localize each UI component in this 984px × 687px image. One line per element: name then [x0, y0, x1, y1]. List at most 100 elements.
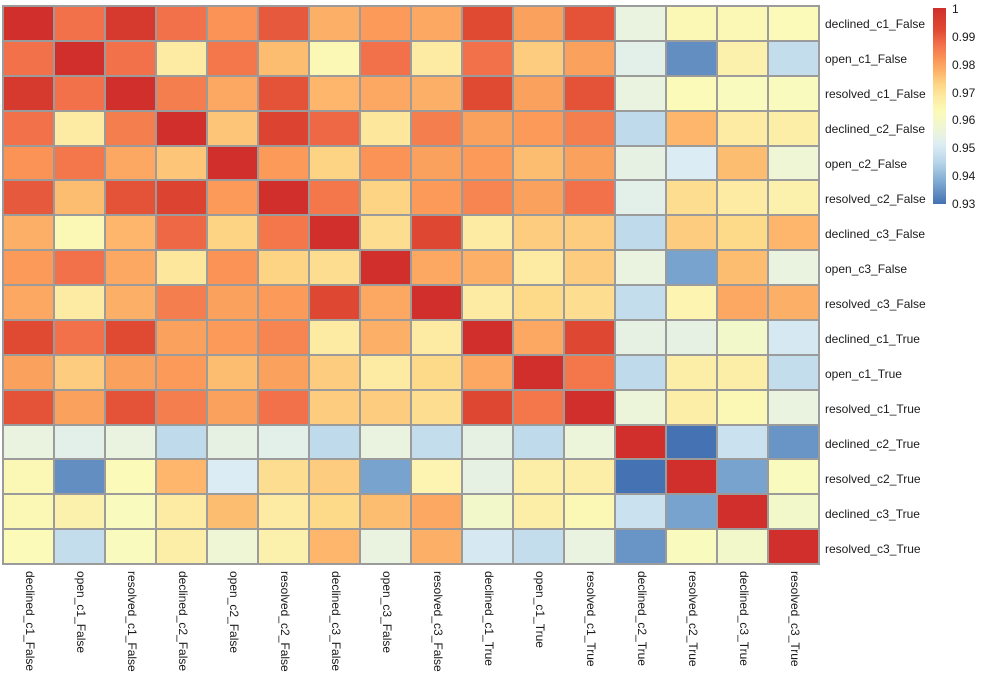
- heatmap-cell: [55, 460, 104, 494]
- heatmap-cell: [157, 460, 206, 494]
- heatmap-cell: [667, 355, 716, 389]
- heatmap-cell: [463, 530, 512, 563]
- heatmap-cell: [310, 495, 359, 529]
- heatmap-cell: [616, 251, 665, 284]
- heatmap-cell: [208, 286, 257, 319]
- heatmap-cell: [157, 390, 206, 424]
- heatmap-cell: [208, 251, 257, 284]
- heatmap-cell: [463, 320, 512, 354]
- heatmap-cell: [361, 216, 410, 250]
- heatmap-cell: [667, 495, 716, 529]
- heatmap-cell: [565, 146, 614, 180]
- heatmap-cell: [157, 181, 206, 215]
- heatmap-cell: [463, 7, 512, 40]
- heatmap-cell: [157, 76, 206, 110]
- heatmap-cell: [769, 425, 818, 459]
- heatmap-cell: [4, 495, 53, 529]
- heatmap-cell: [55, 76, 104, 110]
- heatmap-cell: [157, 320, 206, 354]
- heatmap-cell: [259, 425, 308, 459]
- heatmap-cell: [718, 460, 767, 494]
- heatmap-cell: [463, 355, 512, 389]
- heatmap-cell: [769, 390, 818, 424]
- heatmap-cell: [565, 355, 614, 389]
- heatmap-cell: [106, 355, 155, 389]
- heatmap-cell: [769, 251, 818, 284]
- heatmap-cell: [667, 251, 716, 284]
- row-label: resolved_c2_True: [825, 471, 921, 486]
- heatmap-cell: [514, 181, 563, 215]
- heatmap-cell: [310, 41, 359, 75]
- heatmap-cell: [361, 111, 410, 145]
- heatmap-cell: [4, 76, 53, 110]
- heatmap-cell: [106, 216, 155, 250]
- heatmap-cell: [616, 425, 665, 459]
- heatmap-cell: [55, 251, 104, 284]
- heatmap-cell: [616, 460, 665, 494]
- heatmap-cell: [412, 111, 461, 145]
- heatmap-cell: [412, 320, 461, 354]
- heatmap-cell: [514, 320, 563, 354]
- colorbar-tick-label: 0.99: [952, 29, 976, 44]
- heatmap-cell: [157, 530, 206, 563]
- heatmap-cell: [514, 216, 563, 250]
- heatmap-cell: [208, 355, 257, 389]
- column-label: declined_c2_True: [634, 571, 649, 666]
- row-label: resolved_c2_False: [825, 192, 926, 207]
- heatmap-cell: [208, 146, 257, 180]
- heatmap-cell: [769, 530, 818, 563]
- heatmap-cell: [412, 390, 461, 424]
- heatmap-cell: [361, 390, 410, 424]
- heatmap-cell: [667, 216, 716, 250]
- heatmap-cell: [361, 181, 410, 215]
- heatmap-cell: [412, 181, 461, 215]
- heatmap-cell: [4, 390, 53, 424]
- heatmap-cell: [463, 181, 512, 215]
- heatmap-cell: [616, 181, 665, 215]
- heatmap-cell: [616, 41, 665, 75]
- heatmap-cell: [310, 216, 359, 250]
- heatmap-cell: [565, 41, 614, 75]
- heatmap-cell: [55, 216, 104, 250]
- heatmap-cell: [514, 41, 563, 75]
- heatmap-cell: [4, 286, 53, 319]
- heatmap-cell: [4, 216, 53, 250]
- heatmap-cell: [361, 460, 410, 494]
- heatmap-cell: [769, 41, 818, 75]
- heatmap-cell: [463, 216, 512, 250]
- heatmap-cell: [157, 216, 206, 250]
- heatmap-cell: [55, 320, 104, 354]
- heatmap-cell: [208, 320, 257, 354]
- heatmap-cell: [310, 530, 359, 563]
- heatmap-cell: [259, 530, 308, 563]
- heatmap-cell: [310, 286, 359, 319]
- heatmap-cell: [208, 425, 257, 459]
- row-label: open_c1_False: [825, 52, 908, 67]
- heatmap-cell: [412, 530, 461, 563]
- column-label: open_c1_False: [73, 571, 88, 654]
- heatmap-cell: [157, 495, 206, 529]
- heatmap-cell: [769, 181, 818, 215]
- heatmap-cell: [718, 111, 767, 145]
- heatmap-cell: [565, 425, 614, 459]
- row-label: open_c3_False: [825, 262, 908, 277]
- heatmap-grid: [2, 5, 820, 565]
- heatmap-cell: [463, 251, 512, 284]
- heatmap-cell: [412, 286, 461, 319]
- heatmap-cell: [4, 460, 53, 494]
- column-label: declined_c3_True: [736, 571, 751, 666]
- heatmap-cell: [463, 286, 512, 319]
- colorbar-tick-label: 1: [952, 2, 959, 16]
- heatmap-cell: [157, 7, 206, 40]
- heatmap-cell: [514, 530, 563, 563]
- heatmap-cell: [463, 76, 512, 110]
- heatmap-cell: [667, 146, 716, 180]
- heatmap-cell: [616, 530, 665, 563]
- heatmap-cell: [616, 320, 665, 354]
- heatmap-cell: [667, 286, 716, 319]
- heatmap-cell: [106, 495, 155, 529]
- heatmap-cell: [616, 7, 665, 40]
- heatmap-cell: [412, 355, 461, 389]
- heatmap-cell: [616, 216, 665, 250]
